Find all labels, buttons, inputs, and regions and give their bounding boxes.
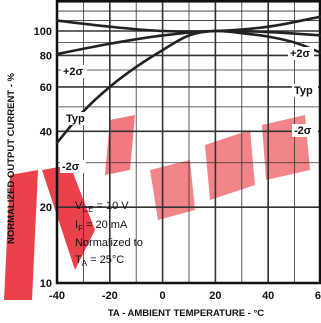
x-tick-label: 0 xyxy=(160,290,166,302)
series-minus-2sigma-label-right-bg xyxy=(292,124,318,137)
series-typ-label-left: Typ xyxy=(66,113,85,125)
y-tick-label: 100 xyxy=(34,26,52,38)
series-plus-2sigma-label-bg xyxy=(61,65,87,78)
y-tick-labels: 1020406080100200 xyxy=(34,26,52,290)
y-tick-label: 10 xyxy=(40,278,52,290)
note-ta: TA = 25°C xyxy=(75,254,124,268)
series-plus-2sigma-label-right: +2σ xyxy=(290,48,311,60)
note-if: IF = 20 mA xyxy=(75,219,128,233)
series-typ-label-bg xyxy=(64,112,90,125)
y-tick-label: 20 xyxy=(40,202,52,214)
series-plus-2sigma-line xyxy=(55,15,321,33)
series-typ-label-right-bg xyxy=(292,84,318,97)
note-normalized: Normalized to xyxy=(75,237,143,249)
y-tick-label: 60 xyxy=(40,82,52,94)
series-plus-2sigma-label-left: +2σ xyxy=(63,66,84,78)
series-layer xyxy=(55,15,321,145)
x-tick-label: 40 xyxy=(262,290,274,302)
y-tick-label: 80 xyxy=(40,50,52,62)
series-minus-2sigma-line xyxy=(55,29,321,145)
conditions-note: VCE = 10 V IF = 20 mA Normalized to TA =… xyxy=(75,200,143,268)
x-tick-label: -40 xyxy=(49,290,65,302)
x-axis-title: TA - AMBIENT TEMPERATURE - °C xyxy=(108,308,264,319)
series-minus-2sigma-label-left: -2σ xyxy=(62,161,80,173)
x-tick-label: -20 xyxy=(102,290,118,302)
y-tick-label: 40 xyxy=(40,126,52,138)
series-plus-2sigma-label-right-bg xyxy=(288,47,314,60)
series-minus-2sigma-label-bg xyxy=(60,160,86,173)
x-tick-label: 20 xyxy=(209,290,221,302)
x-tick-label: 60 xyxy=(315,290,321,302)
y-axis-title: NORMALIZED OUTPUT CURRENT - % xyxy=(6,72,17,244)
series-labels: Typ Typ +2σ +2σ -2σ -2σ xyxy=(60,47,318,173)
note-vce: VCE = 10 V xyxy=(75,200,129,214)
series-typ-label-right: Typ xyxy=(294,85,313,97)
x-tick-labels: -40-20020406080 xyxy=(49,290,321,302)
series-typ-line xyxy=(55,29,321,56)
series-minus-2sigma-label-right: -2σ xyxy=(294,125,312,137)
